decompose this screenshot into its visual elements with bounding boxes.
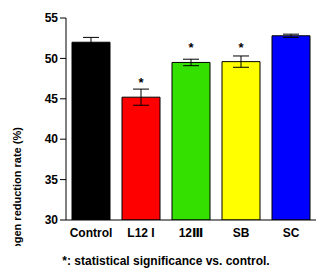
svg-text:*: * <box>188 40 194 55</box>
svg-text:30: 30 <box>45 213 59 227</box>
svg-text:Ammonia nitrogen reduction rat: Ammonia nitrogen reduction rate (%) <box>11 127 23 246</box>
svg-text:SB: SB <box>233 226 250 240</box>
html-text:*: statistical significance vs: *: statistical significance vs. control. <box>62 254 270 268</box>
svg-text:*: * <box>138 75 144 90</box>
svg-text:SC: SC <box>283 226 300 240</box>
svg-text:35: 35 <box>45 173 59 187</box>
svg-text:40: 40 <box>45 132 59 146</box>
svg-text:*: * <box>238 40 244 55</box>
svg-text:Control: Control <box>70 226 113 240</box>
svg-text:55: 55 <box>45 11 59 25</box>
svg-text:L12 I: L12 I <box>127 226 154 240</box>
svg-text:50: 50 <box>45 52 59 66</box>
svg-text:12Ⅲ: 12Ⅲ <box>179 226 204 240</box>
svg-text:45: 45 <box>45 92 59 106</box>
